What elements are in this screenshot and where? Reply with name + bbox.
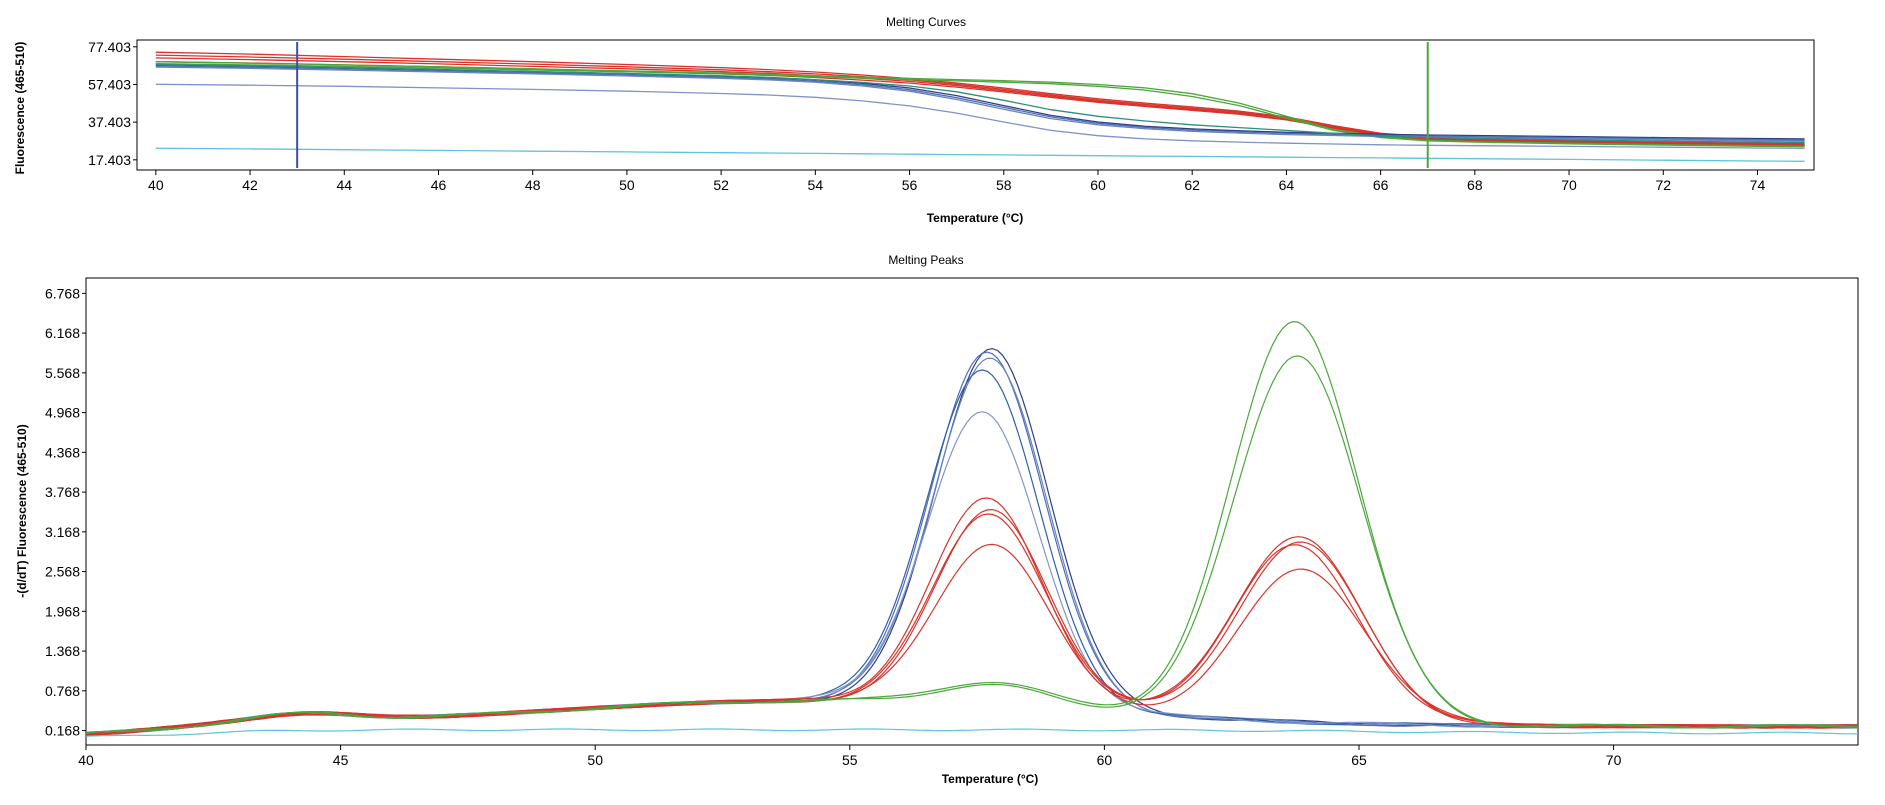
x-tick-label: 70 [1561, 177, 1577, 193]
melting-curves-x-axis: 40 42 44 46 48 50 52 54 56 58 60 62 64 66 68 70 72 74 [148, 170, 1765, 193]
melting-peaks-y-label: -(d/dT) Fluorescence (465-510) [15, 424, 29, 597]
melting-peak-line [85, 513, 1858, 736]
melting-peak-line [86, 497, 1859, 735]
x-tick-label: 72 [1655, 177, 1671, 193]
x-tick-label: 60 [1097, 752, 1113, 768]
melting-peaks-title: Melting Peaks [888, 253, 963, 267]
melting-peak-line [85, 543, 1859, 735]
y-tick-label: 4.368 [45, 444, 80, 460]
melting-curves-title: Melting Curves [886, 15, 966, 29]
melting-curve-line [155, 54, 1805, 146]
y-tick-label: 0.768 [45, 683, 80, 699]
melting-peaks-panel: Melting Peaks 40 45 50 55 60 65 70 0.168 0.768 1… [15, 253, 1859, 786]
x-tick-label: 56 [902, 177, 918, 193]
melting-curves-y-label: Fluorescence (465-510) [13, 42, 27, 175]
x-tick-label: 58 [996, 177, 1012, 193]
melting-curve-line [155, 147, 1805, 162]
melting-curves-markers [296, 42, 1429, 168]
y-tick-label: 1.968 [45, 603, 80, 619]
melting-curves-y-axis: 17.403 37.403 57.403 77.403 [88, 39, 137, 168]
melting-curves-series [155, 51, 1805, 162]
melting-curve-line [155, 65, 1805, 141]
y-tick-label: 1.368 [45, 643, 80, 659]
x-tick-label: 74 [1750, 177, 1766, 193]
x-tick-label: 55 [842, 752, 858, 768]
x-tick-label: 40 [78, 752, 94, 768]
y-tick-label: 6.168 [45, 325, 80, 341]
melting-curves-panel: Melting Curves 40 42 44 46 48 50 52 54 56 58 60 62 6… [13, 15, 1815, 225]
melting-peak-line [85, 347, 1858, 736]
x-tick-label: 44 [336, 177, 352, 193]
melting-peaks-plot-frame [85, 277, 1859, 746]
x-tick-label: 48 [525, 177, 541, 193]
y-tick-label: 57.403 [88, 76, 131, 92]
y-tick-label: 3.168 [45, 524, 80, 540]
y-tick-label: 3.768 [45, 484, 80, 500]
y-tick-label: 2.568 [45, 564, 80, 580]
x-tick-label: 52 [713, 177, 729, 193]
melting-peak-line [85, 320, 1859, 734]
melting-peak-line [85, 355, 1859, 733]
y-tick-label: 37.403 [88, 114, 131, 130]
x-tick-label: 45 [333, 752, 349, 768]
melting-curves-x-label: Temperature (°C) [927, 211, 1024, 225]
x-tick-label: 42 [242, 177, 258, 193]
melting-peaks-x-axis: 40 45 50 55 60 65 70 [78, 745, 1622, 768]
x-tick-label: 50 [619, 177, 635, 193]
y-tick-label: 5.568 [45, 365, 80, 381]
melting-peak-line [85, 508, 1859, 736]
melting-peaks-x-label: Temperature (°C) [942, 772, 1039, 786]
y-tick-label: 77.403 [88, 39, 131, 55]
y-tick-label: 6.768 [45, 285, 80, 301]
melting-peak-line [85, 728, 1858, 737]
melting-curve-line [155, 83, 1805, 149]
melting-peaks-series [85, 320, 1859, 737]
x-tick-label: 68 [1467, 177, 1483, 193]
x-tick-label: 60 [1090, 177, 1106, 193]
y-tick-label: 4.968 [45, 405, 80, 421]
melting-peaks-y-axis: 0.168 0.768 1.368 1.968 2.568 3.168 3.768 4.368… [45, 285, 86, 739]
x-tick-label: 46 [431, 177, 447, 193]
y-tick-label: 17.403 [88, 152, 131, 168]
melting-curve-line [155, 63, 1805, 144]
x-tick-label: 65 [1351, 752, 1367, 768]
x-tick-label: 70 [1606, 752, 1622, 768]
melting-curve-line [155, 62, 1805, 148]
melting-curves-plot-frame [136, 39, 1815, 171]
melting-peak-line [85, 369, 1859, 733]
x-tick-label: 66 [1373, 177, 1389, 193]
x-tick-label: 40 [148, 177, 164, 193]
melting-peak-line [85, 351, 1859, 735]
x-tick-label: 62 [1184, 177, 1200, 193]
y-tick-label: 0.168 [45, 723, 80, 739]
x-tick-label: 64 [1279, 177, 1295, 193]
x-tick-label: 54 [808, 177, 824, 193]
melting-peak-line [85, 411, 1858, 734]
x-tick-label: 50 [587, 752, 603, 768]
melting-curve-line [155, 66, 1805, 142]
melting-peak-line [85, 357, 1859, 734]
